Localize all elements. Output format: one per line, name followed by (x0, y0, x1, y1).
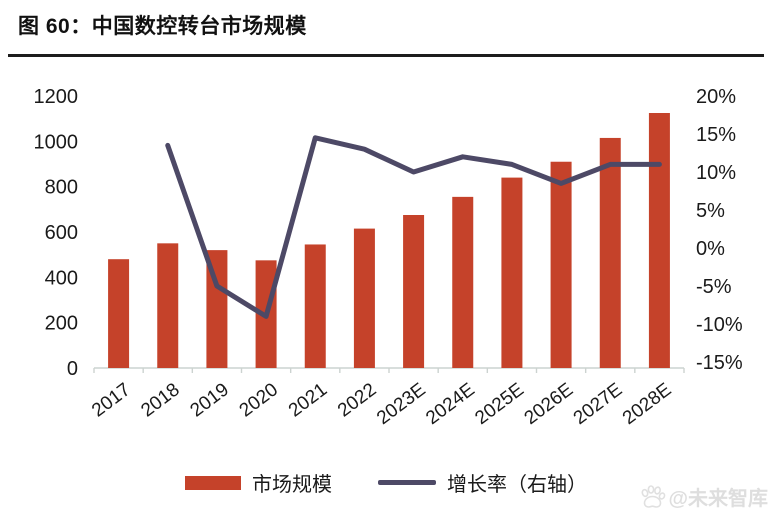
right-axis-tick-label: 20% (696, 86, 736, 108)
right-axis-tick-label: -5% (696, 276, 732, 298)
x-axis-category-label: 2027E (570, 379, 627, 429)
watermark-text: @未来智库 (668, 488, 768, 510)
x-axis-category-label: 2026E (521, 379, 578, 429)
x-axis-category-label: 2017 (88, 379, 134, 421)
x-axis-category-label: 2020 (236, 379, 282, 421)
x-axis-category-label: 2028E (619, 379, 676, 429)
bar-2017 (108, 259, 130, 368)
bar-2025E (501, 177, 523, 368)
x-axis-category-label: 2023E (373, 379, 430, 429)
right-axis-tick-label: -15% (696, 352, 743, 374)
growth-rate-line (165, 135, 662, 319)
chart-legend: 市场规模 增长率（右轴） (0, 468, 772, 497)
x-axis-category-label: 2019 (187, 379, 233, 421)
bar-2019 (206, 250, 228, 368)
bar-2026E (550, 161, 572, 368)
left-axis-tick-label: 0 (67, 358, 78, 380)
bar-2024E (452, 196, 474, 368)
bar-series-swatch (185, 475, 241, 490)
right-axis-tick-label: 10% (696, 162, 736, 184)
right-axis-tick-label: -10% (696, 314, 743, 336)
market-size-combo-chart: 0 200 400 600 800 1000 1200 -15% -10% -5% 0% 5% 10% 1… (34, 86, 743, 429)
line-series-swatch (378, 480, 436, 485)
x-axis-category-label: 2018 (137, 379, 183, 421)
left-axis-tick-label: 800 (45, 177, 78, 199)
bar-2022 (353, 228, 375, 368)
bar-2027E (599, 137, 621, 368)
watermark: @未来智库 (639, 482, 768, 511)
legend-label: 市场规模 (252, 474, 332, 496)
right-axis-tick-label: 15% (696, 124, 736, 146)
right-axis-tick-label: 5% (696, 200, 725, 222)
x-axis-category-label: 2024E (422, 379, 479, 429)
x-axis-category-label: 2022 (334, 379, 380, 421)
left-axis-tick-label: 1200 (34, 86, 79, 108)
legend-label: 增长率（右轴） (447, 474, 587, 496)
x-axis-category-label: 2025E (471, 379, 528, 429)
legend-item-growth-rate: 增长率（右轴） (378, 468, 587, 497)
left-axis-tick-label: 600 (45, 222, 78, 244)
left-axis-tick-label: 400 (45, 267, 78, 289)
legend-item-market-size: 市场规模 (185, 468, 332, 497)
x-axis-category-label: 2021 (285, 379, 331, 421)
bar-2028E (648, 113, 670, 368)
figure-title: 图 60：中国数控转台市场规模 (18, 15, 307, 38)
left-axis-tick-label: 1000 (34, 131, 79, 153)
paw-print-icon (641, 485, 666, 508)
left-axis-tick-label: 200 (45, 313, 78, 335)
bar-2018 (157, 243, 179, 368)
right-axis-tick-label: 0% (696, 238, 725, 260)
title-divider (8, 54, 764, 57)
bar-2021 (304, 244, 326, 368)
bar-2023E (403, 215, 425, 368)
